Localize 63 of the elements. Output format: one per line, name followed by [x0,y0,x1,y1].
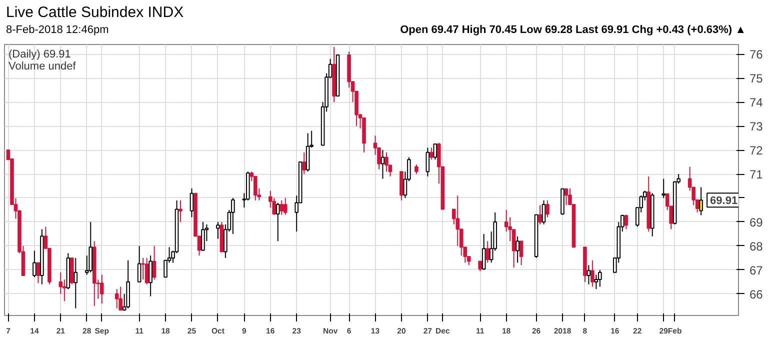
candlestick [414,164,418,175]
candlestick [586,264,591,285]
candlestick [430,147,434,160]
candlestick [598,269,602,288]
candlestick [542,200,546,225]
candlestick [100,274,104,304]
candlestick [486,240,490,264]
candlestick [594,274,598,290]
candlestick [426,147,430,177]
candlestick [302,152,306,175]
candlestick [519,240,524,266]
candlestick [433,144,438,160]
annotation: 69.91 [710,195,738,208]
candlestick [216,221,220,240]
candlestick [306,132,310,172]
candlestick [478,260,482,272]
candlestick [141,257,145,280]
y-tick-label: 72 [750,144,764,158]
candlestick [201,221,205,252]
annotation: Volume undef [8,60,77,72]
annotation: (Daily) 69.91 [8,48,71,60]
y-tick-label: 74 [750,96,764,110]
chart-subtitle: 8-Feb-2018 12:46pm [6,23,109,38]
candlestick [178,200,182,222]
candlestick [538,204,542,225]
candlestick [699,186,703,216]
candlestick [564,188,568,206]
candlestick [380,150,385,180]
y-tick-label: 67 [750,263,764,278]
candlestick [276,202,280,242]
candlestick [516,236,520,264]
candlestick [74,257,78,309]
candlestick [88,221,93,273]
candlestick [231,197,235,234]
candlestick [456,195,460,246]
candlestick [283,197,288,216]
candlestick [482,233,486,270]
candlestick [144,257,149,285]
candlestick [148,255,152,297]
candlestick [280,200,284,216]
candlestick [190,188,194,218]
candlestick [624,214,628,230]
y-tick-label: 69 [750,215,764,230]
candlestick [662,178,666,198]
candlestick [590,260,594,288]
candlestick [152,245,156,280]
candlestick [400,171,404,201]
y-tick-label: 75 [750,72,764,86]
y-tick-label: 76 [750,48,764,62]
y-tick-label: 71 [750,168,764,182]
text: Open 69.47 High 70.45 Low 69.28 Last 69.91 Chg +0.43 (+0.63%) ▲ [400,23,746,38]
candlestick [384,152,388,172]
candlestick [114,288,119,309]
candlestick [32,250,36,278]
chart-title: Live Cattle Subindex INDX [6,3,185,23]
candlestick [254,176,258,201]
y-tick-label: 66 [750,287,764,302]
candlestick [36,262,40,284]
y-tick-label: 73 [750,120,764,134]
y-tick-label: 68 [750,239,764,254]
candlestick [137,245,142,282]
candlestick [546,200,550,218]
candlestick [118,286,122,310]
